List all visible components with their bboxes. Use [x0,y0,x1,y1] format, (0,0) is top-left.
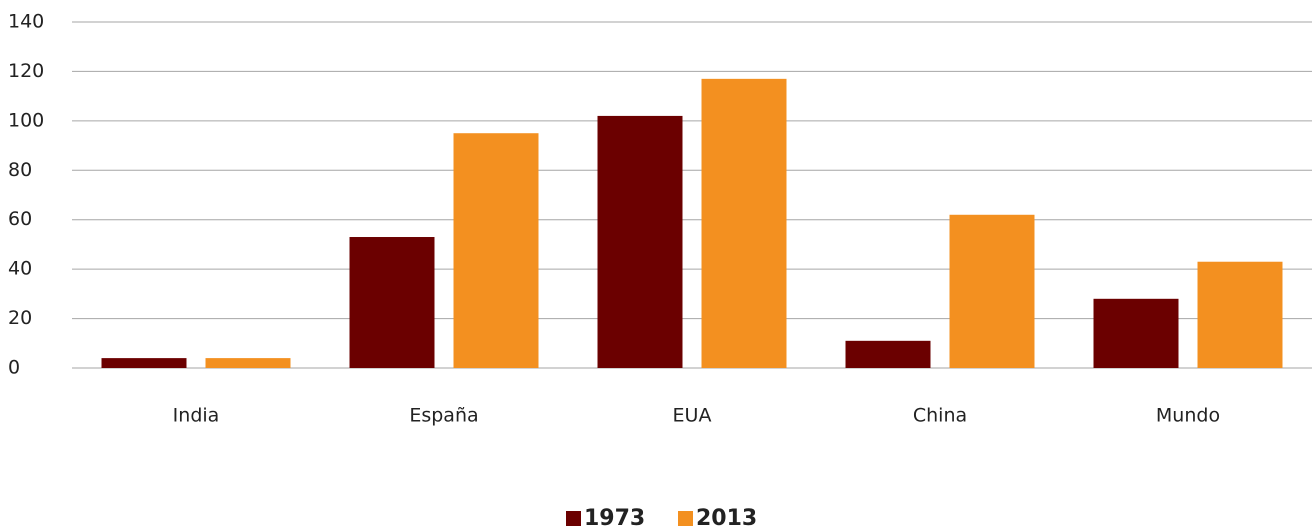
bar [1197,261,1283,368]
x-tick-label: Mundo [1156,405,1220,427]
bar [597,115,683,369]
y-tick-label: 120 [8,60,44,82]
legend-label: 1973 [584,506,645,527]
y-tick-label: 140 [8,11,44,33]
y-tick-label: 40 [8,258,32,280]
legend-label: 2013 [696,506,757,527]
bar [205,358,291,368]
x-tick-label: India [173,405,220,427]
bar [349,237,435,368]
y-tick-label: 100 [8,109,44,131]
legend-swatch [678,511,693,526]
x-tick-label: EUA [673,405,712,427]
y-tick-label: 80 [8,159,32,181]
legend-swatch [566,511,581,526]
bar [1093,298,1179,368]
x-tick-label: China [913,405,967,427]
y-tick-label: 0 [8,357,20,379]
bar [453,133,539,368]
x-tick-label: España [409,405,478,427]
bar [949,214,1035,368]
bar [701,78,787,368]
y-tick-label: 60 [8,208,32,230]
bar [101,358,187,368]
bar [845,340,931,368]
y-tick-label: 20 [8,307,32,329]
